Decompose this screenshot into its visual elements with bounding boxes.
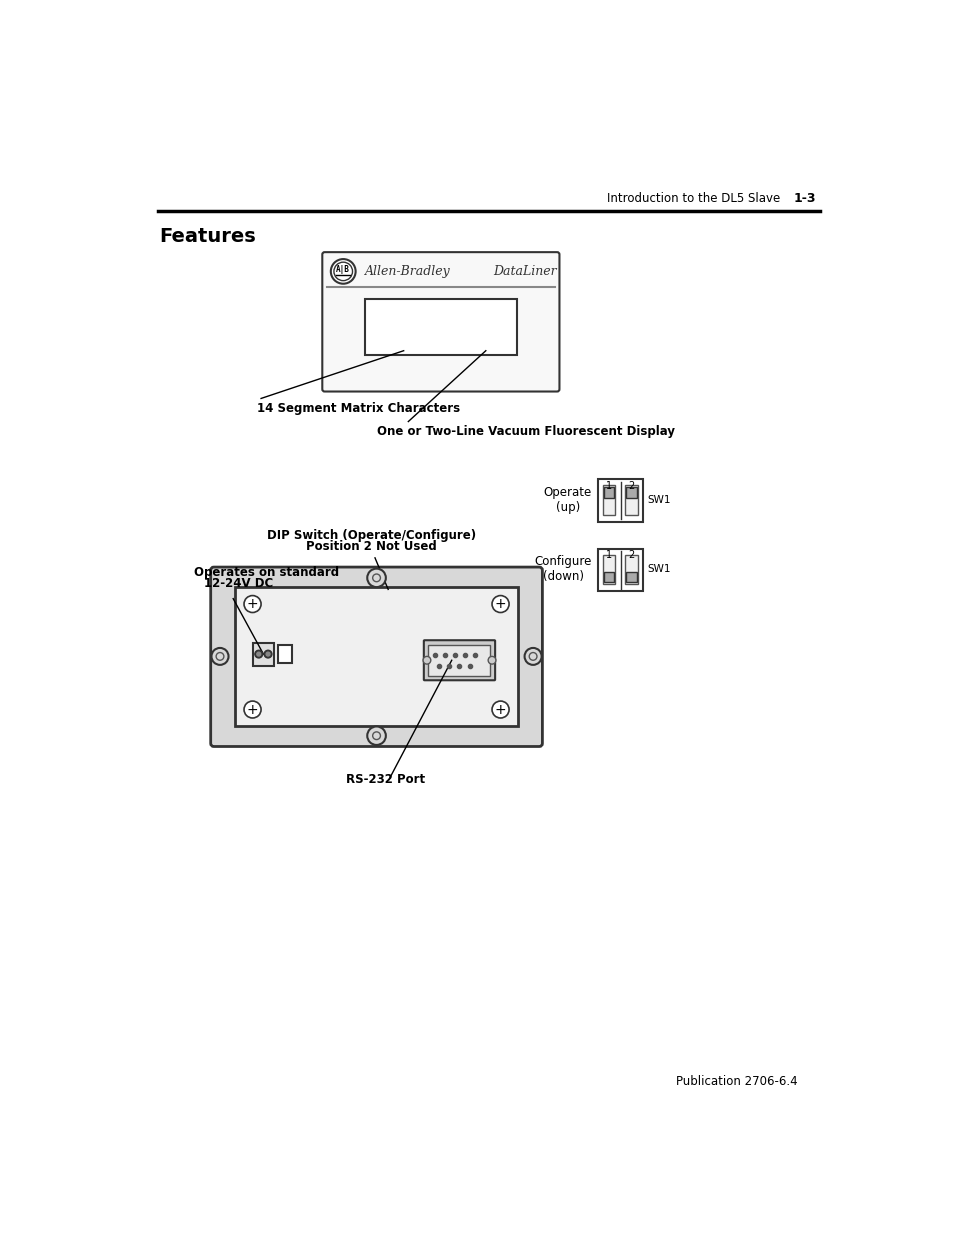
Bar bbox=[598, 479, 642, 521]
Circle shape bbox=[216, 652, 224, 661]
Bar bbox=[602, 555, 615, 584]
Text: +: + bbox=[495, 703, 506, 716]
Text: 2: 2 bbox=[628, 550, 634, 561]
Circle shape bbox=[264, 651, 272, 658]
Circle shape bbox=[367, 726, 385, 745]
Text: Configure
(down): Configure (down) bbox=[534, 556, 592, 583]
Bar bbox=[428, 645, 490, 676]
Text: 1-3: 1-3 bbox=[793, 191, 815, 205]
Circle shape bbox=[529, 652, 537, 661]
Circle shape bbox=[492, 595, 509, 613]
Text: 2: 2 bbox=[628, 480, 634, 490]
Text: Publication 2706-6.4: Publication 2706-6.4 bbox=[675, 1074, 797, 1088]
Circle shape bbox=[373, 574, 380, 582]
Text: Operate
(up): Operate (up) bbox=[543, 487, 592, 514]
Circle shape bbox=[244, 595, 261, 613]
Bar bbox=[625, 572, 637, 583]
Circle shape bbox=[244, 701, 261, 718]
Circle shape bbox=[488, 656, 496, 664]
Bar bbox=[235, 587, 517, 726]
Circle shape bbox=[373, 732, 380, 740]
Bar bbox=[624, 555, 637, 584]
Text: Operates on standard: Operates on standard bbox=[194, 567, 339, 579]
Circle shape bbox=[492, 701, 509, 718]
Bar bbox=[365, 299, 517, 354]
Circle shape bbox=[422, 656, 431, 664]
Bar bbox=[603, 487, 614, 498]
Bar bbox=[253, 642, 274, 666]
Text: 1: 1 bbox=[605, 480, 612, 490]
Circle shape bbox=[254, 651, 262, 658]
Bar bbox=[602, 485, 615, 515]
Bar bbox=[598, 548, 642, 592]
Circle shape bbox=[334, 262, 353, 280]
Circle shape bbox=[331, 259, 355, 284]
Text: Introduction to the DL5 Slave: Introduction to the DL5 Slave bbox=[607, 191, 780, 205]
Circle shape bbox=[367, 568, 385, 587]
Text: SW1: SW1 bbox=[647, 495, 671, 505]
Text: +: + bbox=[247, 597, 258, 611]
Text: DataLiner: DataLiner bbox=[493, 264, 557, 278]
Text: 1: 1 bbox=[605, 550, 612, 561]
Text: SW1: SW1 bbox=[647, 564, 671, 574]
Text: A|B: A|B bbox=[336, 266, 350, 274]
FancyBboxPatch shape bbox=[322, 252, 558, 391]
Text: Features: Features bbox=[159, 227, 256, 246]
Text: 14 Segment Matrix Characters: 14 Segment Matrix Characters bbox=[257, 403, 460, 415]
Text: Position 2 Not Used: Position 2 Not Used bbox=[305, 540, 436, 553]
Circle shape bbox=[266, 652, 270, 656]
Bar bbox=[624, 485, 637, 515]
Text: 12-24V DC: 12-24V DC bbox=[204, 577, 273, 590]
Text: One or Two-Line Vacuum Fluorescent Display: One or Two-Line Vacuum Fluorescent Displ… bbox=[377, 425, 675, 438]
Circle shape bbox=[524, 648, 541, 664]
Text: DIP Switch (Operate/Configure): DIP Switch (Operate/Configure) bbox=[266, 530, 476, 542]
Text: RS-232 Port: RS-232 Port bbox=[346, 773, 425, 787]
Text: +: + bbox=[495, 597, 506, 611]
Bar bbox=[625, 487, 637, 498]
Circle shape bbox=[256, 652, 260, 656]
Bar bbox=[278, 645, 292, 663]
FancyBboxPatch shape bbox=[211, 567, 542, 746]
Bar bbox=[603, 572, 614, 583]
FancyBboxPatch shape bbox=[423, 640, 495, 680]
Text: Allen-Bradley: Allen-Bradley bbox=[365, 264, 450, 278]
Text: +: + bbox=[247, 703, 258, 716]
Circle shape bbox=[212, 648, 229, 664]
